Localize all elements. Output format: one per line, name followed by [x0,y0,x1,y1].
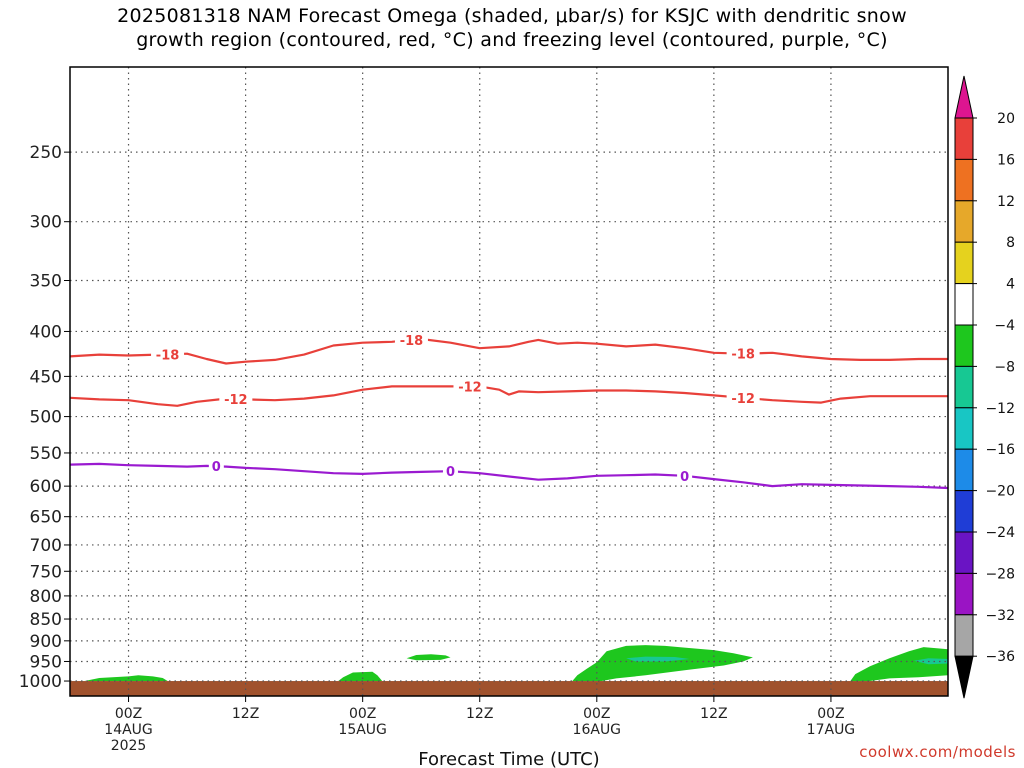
omega-region-rising-weak-4 [572,645,753,681]
chart-title-line-2: growth region (contoured, red, °C) and f… [136,29,888,51]
omega-region-rising-moderate-5 [913,658,948,665]
contour-label-bg--12-1 [453,378,487,395]
contour-label-0-0: 0 [212,460,221,475]
y-tick-label-450: 450 [30,367,62,387]
contour-label-bg--18-2 [726,345,760,362]
colorbar-box-0 [954,117,974,160]
colorbar-box-6 [954,365,974,409]
colorbar-label-7: −12 [985,401,1015,417]
ground-below-surface [70,681,948,696]
colorbar: 20 16 12 8 4 −4 −8 −12 −16 −20 −24 −28 −32 −36 [954,75,1015,699]
colorbar-label-10: −24 [985,525,1015,541]
plot-frame [69,66,949,697]
x-tick-label-72: 00Z [817,706,844,722]
contour-label-bg--12-2 [726,389,760,406]
contour-label-0-2: 0 [680,470,689,485]
colorbar-label-3: 8 [1006,235,1015,251]
x-tick-label-0: 00Z [115,706,142,722]
chart-title-line-1: 2025081318 NAM Forecast Omega (shaded, μ… [117,5,907,27]
contour-label-bg-0-0 [208,458,224,475]
contour-label--12-1: -12 [458,380,482,395]
y-tick-label-300: 300 [30,213,62,233]
colorbar-box-1 [954,158,974,202]
colorbar-box-11 [954,572,974,616]
x-tick-date-48: 16AUG [573,722,622,738]
y-tick-label-800: 800 [30,587,62,607]
contour-label-bg-0-1 [442,463,458,480]
colorbar-bottom-arrow [954,655,974,699]
x-tick-date-0: 14AUG [104,722,153,738]
colorbar-label-6: −8 [994,359,1015,375]
y-tick-label-650: 650 [30,508,62,528]
colorbar-box-4 [954,283,974,326]
contour-line--18 [70,337,948,365]
contour-label--12-0: -12 [224,393,248,408]
y-tick-label-600: 600 [30,477,62,497]
omega-region-rising-moderate-4 [626,656,690,662]
y-tick-label-900: 900 [30,632,62,652]
colorbar-label-11: −28 [985,566,1015,582]
contour-label--18-0: -18 [156,348,180,363]
x-tick-date-24: 15AUG [338,722,387,738]
chart-title: 2025081318 NAM Forecast Omega (shaded, μ… [0,4,1024,52]
y-tick-label-700: 700 [30,536,62,556]
omega-region-rising-weak-1 [84,675,168,681]
x-axis-label: Forecast Time (UTC) [418,749,599,768]
y-tick-label-400: 400 [30,322,62,342]
contour-label-bg--18-1 [394,331,428,348]
y-tick-label-500: 500 [30,408,62,428]
colorbar-box-8 [954,448,974,492]
x-tick-label-60: 12Z [700,706,727,722]
colorbar-top-arrow [954,75,974,119]
y-tick-label-750: 750 [30,562,62,582]
colorbar-box-9 [954,490,974,533]
x-tick-year-0: 2025 [111,738,147,754]
plot-area: -18 -18 -18 -12 -12 -12 0 0 0 [70,67,948,696]
contour-label--18-1: -18 [400,334,424,349]
colorbar-label-1: 16 [997,152,1015,168]
colorbar-box-3 [954,241,974,285]
y-tick-label-1000: 1000 [19,672,62,692]
contour-label-bg-0-2 [677,467,693,484]
colorbar-box-12 [954,614,974,657]
contour-label--12-2: -12 [731,392,755,407]
contour-line--12 [70,385,948,407]
colorbar-label-12: −32 [985,608,1015,624]
contour-label-bg--18-0 [151,346,185,363]
colorbar-label-4: 4 [1006,277,1015,293]
contour-label-bg--12-0 [219,391,253,408]
contour-label--18-2: -18 [731,348,755,363]
y-tick-label-350: 350 [30,272,62,292]
colorbar-label-2: 12 [997,194,1015,210]
colorbar-label-0: 20 [997,111,1015,127]
omega-region-rising-weak-5 [850,647,948,681]
omega-region-rising-weak-2 [338,671,383,681]
y-tick-label-950: 950 [30,652,62,672]
colorbar-label-5: −4 [994,318,1015,334]
colorbar-box-5 [954,324,974,367]
contour-label-0-1: 0 [446,465,455,480]
x-tick-label-36: 12Z [466,706,493,722]
colorbar-label-9: −20 [985,484,1015,500]
colorbar-label-13: −36 [985,649,1015,665]
y-tick-label-250: 250 [30,143,62,163]
colorbar-box-7 [954,407,974,450]
x-tick-label-24: 00Z [349,706,376,722]
x-tick-label-48: 00Z [583,706,610,722]
source-credit: coolwx.com/models [859,743,1016,761]
y-tick-label-850: 850 [30,610,62,630]
y-tick-label-550: 550 [30,444,62,464]
x-tick-date-72: 17AUG [807,722,856,738]
contour-line-0 [70,462,948,490]
x-tick-label-12: 12Z [232,706,259,722]
colorbar-box-10 [954,531,974,574]
colorbar-box-2 [954,200,974,243]
colorbar-label-8: −16 [985,442,1015,458]
omega-region-rising-weak-3 [406,654,451,661]
